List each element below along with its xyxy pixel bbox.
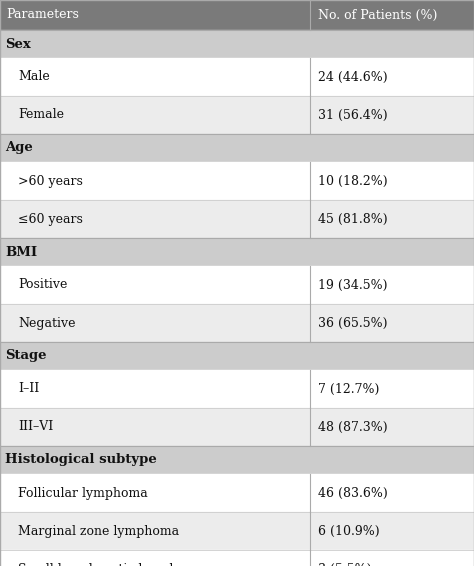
- Text: Small lymphocytic lymphoma: Small lymphocytic lymphoma: [18, 563, 204, 566]
- Text: 3 (5.5%): 3 (5.5%): [319, 563, 372, 566]
- Bar: [0, 446, 474, 474]
- Text: >60 years: >60 years: [18, 174, 83, 187]
- Bar: [0, 238, 474, 266]
- Bar: [0, 474, 474, 512]
- Text: Marginal zone lymphoma: Marginal zone lymphoma: [18, 525, 179, 538]
- Text: 6 (10.9%): 6 (10.9%): [319, 525, 380, 538]
- Text: 31 (56.4%): 31 (56.4%): [319, 109, 388, 122]
- Text: Stage: Stage: [5, 349, 46, 362]
- Text: BMI: BMI: [5, 246, 37, 259]
- Text: 19 (34.5%): 19 (34.5%): [319, 278, 388, 291]
- Bar: [0, 96, 474, 134]
- Text: Histological subtype: Histological subtype: [5, 453, 157, 466]
- Bar: [0, 342, 474, 370]
- Text: 46 (83.6%): 46 (83.6%): [319, 487, 388, 500]
- Text: III–VI: III–VI: [18, 421, 53, 434]
- Text: 24 (44.6%): 24 (44.6%): [319, 71, 388, 84]
- Bar: [0, 200, 474, 238]
- Text: Follicular lymphoma: Follicular lymphoma: [18, 487, 148, 500]
- Bar: [0, 134, 474, 162]
- Bar: [0, 304, 474, 342]
- Bar: [0, 408, 474, 446]
- Text: I–II: I–II: [18, 383, 39, 396]
- Text: 48 (87.3%): 48 (87.3%): [319, 421, 388, 434]
- Text: Female: Female: [18, 109, 64, 122]
- Text: ≤60 years: ≤60 years: [18, 212, 83, 225]
- Text: No. of Patients (%): No. of Patients (%): [319, 8, 438, 22]
- Bar: [0, 266, 474, 304]
- Text: 10 (18.2%): 10 (18.2%): [319, 174, 388, 187]
- Text: 7 (12.7%): 7 (12.7%): [319, 383, 380, 396]
- Bar: [0, 550, 474, 566]
- Text: Negative: Negative: [18, 316, 75, 329]
- Text: 36 (65.5%): 36 (65.5%): [319, 316, 388, 329]
- Bar: [0, 162, 474, 200]
- Text: 45 (81.8%): 45 (81.8%): [319, 212, 388, 225]
- Bar: [0, 0, 474, 30]
- Text: Positive: Positive: [18, 278, 67, 291]
- Bar: [0, 512, 474, 550]
- Text: Age: Age: [5, 142, 33, 155]
- Text: Male: Male: [18, 71, 50, 84]
- Bar: [0, 370, 474, 408]
- Text: Parameters: Parameters: [6, 8, 79, 22]
- Bar: [0, 30, 474, 58]
- Bar: [0, 58, 474, 96]
- Text: Sex: Sex: [5, 37, 31, 50]
